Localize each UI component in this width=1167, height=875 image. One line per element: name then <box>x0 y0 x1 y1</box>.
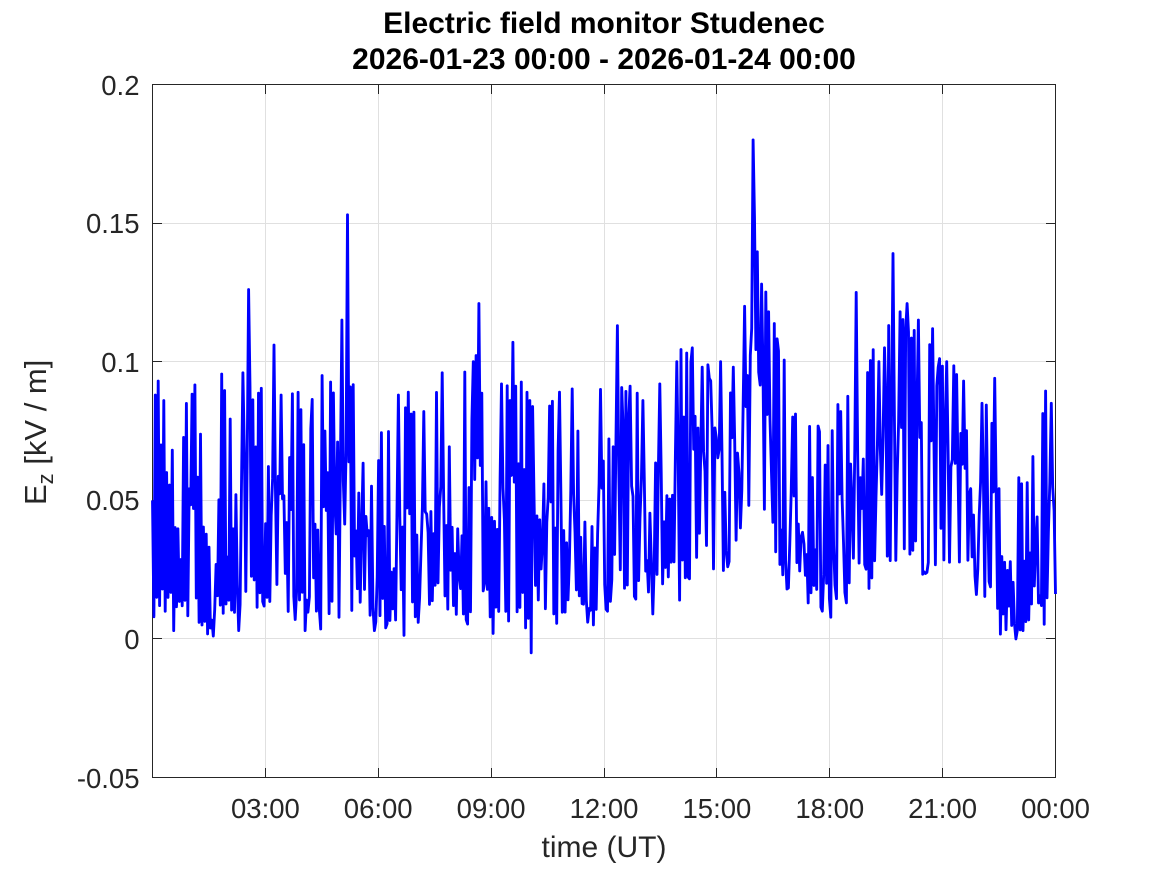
svg-text:Ez [kV / m]: Ez [kV / m] <box>18 360 58 505</box>
